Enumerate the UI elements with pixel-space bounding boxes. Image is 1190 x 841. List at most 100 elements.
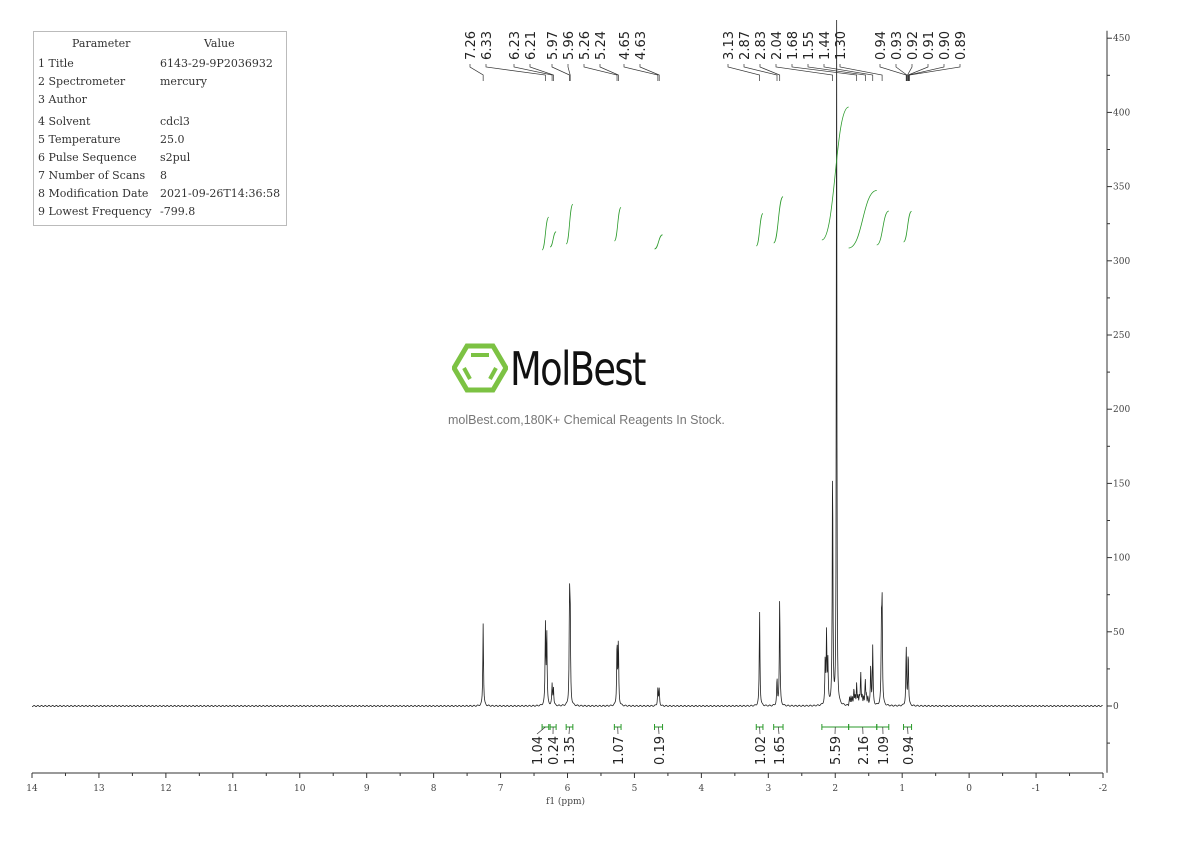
peak-label: 3.13 bbox=[722, 31, 737, 60]
param-name: 4 Solvent bbox=[38, 115, 91, 128]
integral-value-label: 2.16 bbox=[857, 736, 872, 765]
peak-label-leader bbox=[485, 64, 546, 81]
x-tick-label: 6 bbox=[565, 784, 571, 794]
peak-label-leader bbox=[513, 64, 553, 81]
peak-label: 0.94 bbox=[874, 31, 889, 60]
integral-value-label: 0.94 bbox=[902, 736, 917, 765]
peak-label-leader bbox=[583, 64, 618, 81]
peak-label: 4.65 bbox=[618, 31, 633, 60]
param-value: cdcl3 bbox=[160, 115, 190, 128]
peak-label-leader bbox=[909, 64, 961, 81]
param-name: 8 Modification Date bbox=[38, 187, 149, 200]
x-tick-label: 8 bbox=[431, 784, 437, 794]
peak-label: 0.90 bbox=[938, 31, 953, 60]
param-name: 5 Temperature bbox=[38, 133, 121, 146]
param-name: 3 Author bbox=[38, 93, 87, 106]
y-tick-label: 450 bbox=[1113, 34, 1130, 44]
peak-label-leader bbox=[807, 64, 866, 81]
peak-label: 5.24 bbox=[594, 31, 609, 60]
peak-label: 5.96 bbox=[562, 31, 577, 60]
peak-label: 1.55 bbox=[802, 31, 817, 60]
spectrum-trace bbox=[32, 20, 1103, 708]
value-header: Value bbox=[204, 37, 235, 50]
peak-label: 0.91 bbox=[922, 31, 937, 60]
y-tick-label: 150 bbox=[1113, 479, 1130, 489]
param-value: 2021-09-26T14:36:58 bbox=[160, 187, 281, 200]
peak-label: 1.44 bbox=[818, 31, 833, 60]
integral-curve bbox=[565, 203, 574, 245]
integral-curve bbox=[549, 231, 557, 248]
integral-value-label: 1.07 bbox=[612, 736, 627, 765]
peak-label-leader bbox=[839, 64, 883, 81]
peak-label-leader bbox=[469, 64, 484, 81]
param-name: 7 Number of Scans bbox=[38, 169, 146, 182]
peak-label-leader bbox=[727, 64, 760, 81]
peak-label-leader bbox=[567, 64, 571, 81]
param-value: 6143-29-9P2036932 bbox=[160, 57, 273, 70]
integral-curve bbox=[876, 210, 890, 246]
x-tick-label: 5 bbox=[632, 784, 638, 794]
peak-label: 0.93 bbox=[890, 31, 905, 60]
peak-label-leader bbox=[551, 64, 570, 81]
y-tick-label: 0 bbox=[1113, 702, 1119, 712]
param-value: s2pul bbox=[160, 151, 191, 164]
param-value: 8 bbox=[160, 169, 167, 182]
integral-curve bbox=[773, 196, 784, 244]
y-tick-label: 250 bbox=[1113, 331, 1130, 341]
integral-curve bbox=[755, 213, 764, 247]
parameter-table: Parameter Value 1 Title 6143-29-9P2036932… bbox=[33, 31, 287, 226]
peak-label-leader bbox=[895, 64, 908, 81]
integral-curve bbox=[541, 216, 550, 251]
integral-value-label: 1.09 bbox=[877, 736, 892, 765]
x-tick-label: 10 bbox=[294, 784, 306, 794]
peak-label: 2.04 bbox=[770, 31, 785, 60]
integral-value-label: 1.65 bbox=[773, 736, 788, 765]
integral-value-label: 1.02 bbox=[754, 736, 769, 765]
integral-curve bbox=[613, 207, 622, 242]
integral-curve bbox=[848, 190, 877, 249]
param-header: Parameter bbox=[72, 37, 131, 50]
peak-label: 7.26 bbox=[464, 31, 479, 60]
x-tick-label: 2 bbox=[832, 784, 838, 794]
molbest-tagline: molBest.com,180K+ Chemical Reagents In S… bbox=[448, 413, 725, 427]
param-name: 2 Spectrometer bbox=[38, 75, 126, 88]
param-name: 1 Title bbox=[38, 57, 74, 70]
param-value: mercury bbox=[160, 75, 207, 88]
peak-label: 6.33 bbox=[480, 31, 495, 60]
peak-label: 5.97 bbox=[546, 31, 561, 60]
peak-label: 6.21 bbox=[524, 31, 539, 60]
integral-value-label: 0.24 bbox=[547, 736, 562, 765]
peak-label-leader bbox=[599, 64, 619, 81]
integral-value-label: 5.59 bbox=[829, 736, 844, 765]
x-tick-label: 13 bbox=[93, 784, 105, 794]
peak-label: 1.30 bbox=[834, 31, 849, 60]
peak-label-leader bbox=[908, 64, 945, 81]
peak-label: 0.92 bbox=[906, 31, 921, 60]
molbest-brand: MolBest bbox=[510, 342, 646, 396]
peak-label: 6.23 bbox=[508, 31, 523, 60]
peak-label: 4.63 bbox=[634, 31, 649, 60]
integral-value-label: 0.19 bbox=[653, 736, 668, 765]
integral-value-label: 1.35 bbox=[563, 736, 578, 765]
integral-value-label: 1.04 bbox=[531, 736, 546, 765]
peak-label-leader bbox=[759, 64, 781, 81]
integral-label-leader bbox=[778, 726, 780, 735]
integral-curve bbox=[903, 210, 912, 243]
x-tick-label: 4 bbox=[699, 784, 705, 794]
integral-curve bbox=[654, 234, 663, 250]
peak-label-leader bbox=[907, 64, 929, 81]
x-tick-label: 7 bbox=[498, 784, 504, 794]
x-tick-label: 14 bbox=[26, 784, 38, 794]
x-tick-label: 9 bbox=[364, 784, 370, 794]
param-value: 25.0 bbox=[160, 133, 185, 146]
y-tick-label: 400 bbox=[1113, 108, 1130, 118]
hexagon-logo-icon bbox=[452, 343, 508, 393]
peak-label-leader bbox=[907, 64, 913, 81]
param-name: 6 Pulse Sequence bbox=[38, 151, 137, 164]
peak-label-leader bbox=[791, 64, 858, 81]
x-tick-label: 11 bbox=[227, 784, 238, 794]
peak-label-leader bbox=[623, 64, 659, 81]
x-tick-label: -2 bbox=[1099, 784, 1108, 794]
peak-label: 0.89 bbox=[954, 31, 969, 60]
